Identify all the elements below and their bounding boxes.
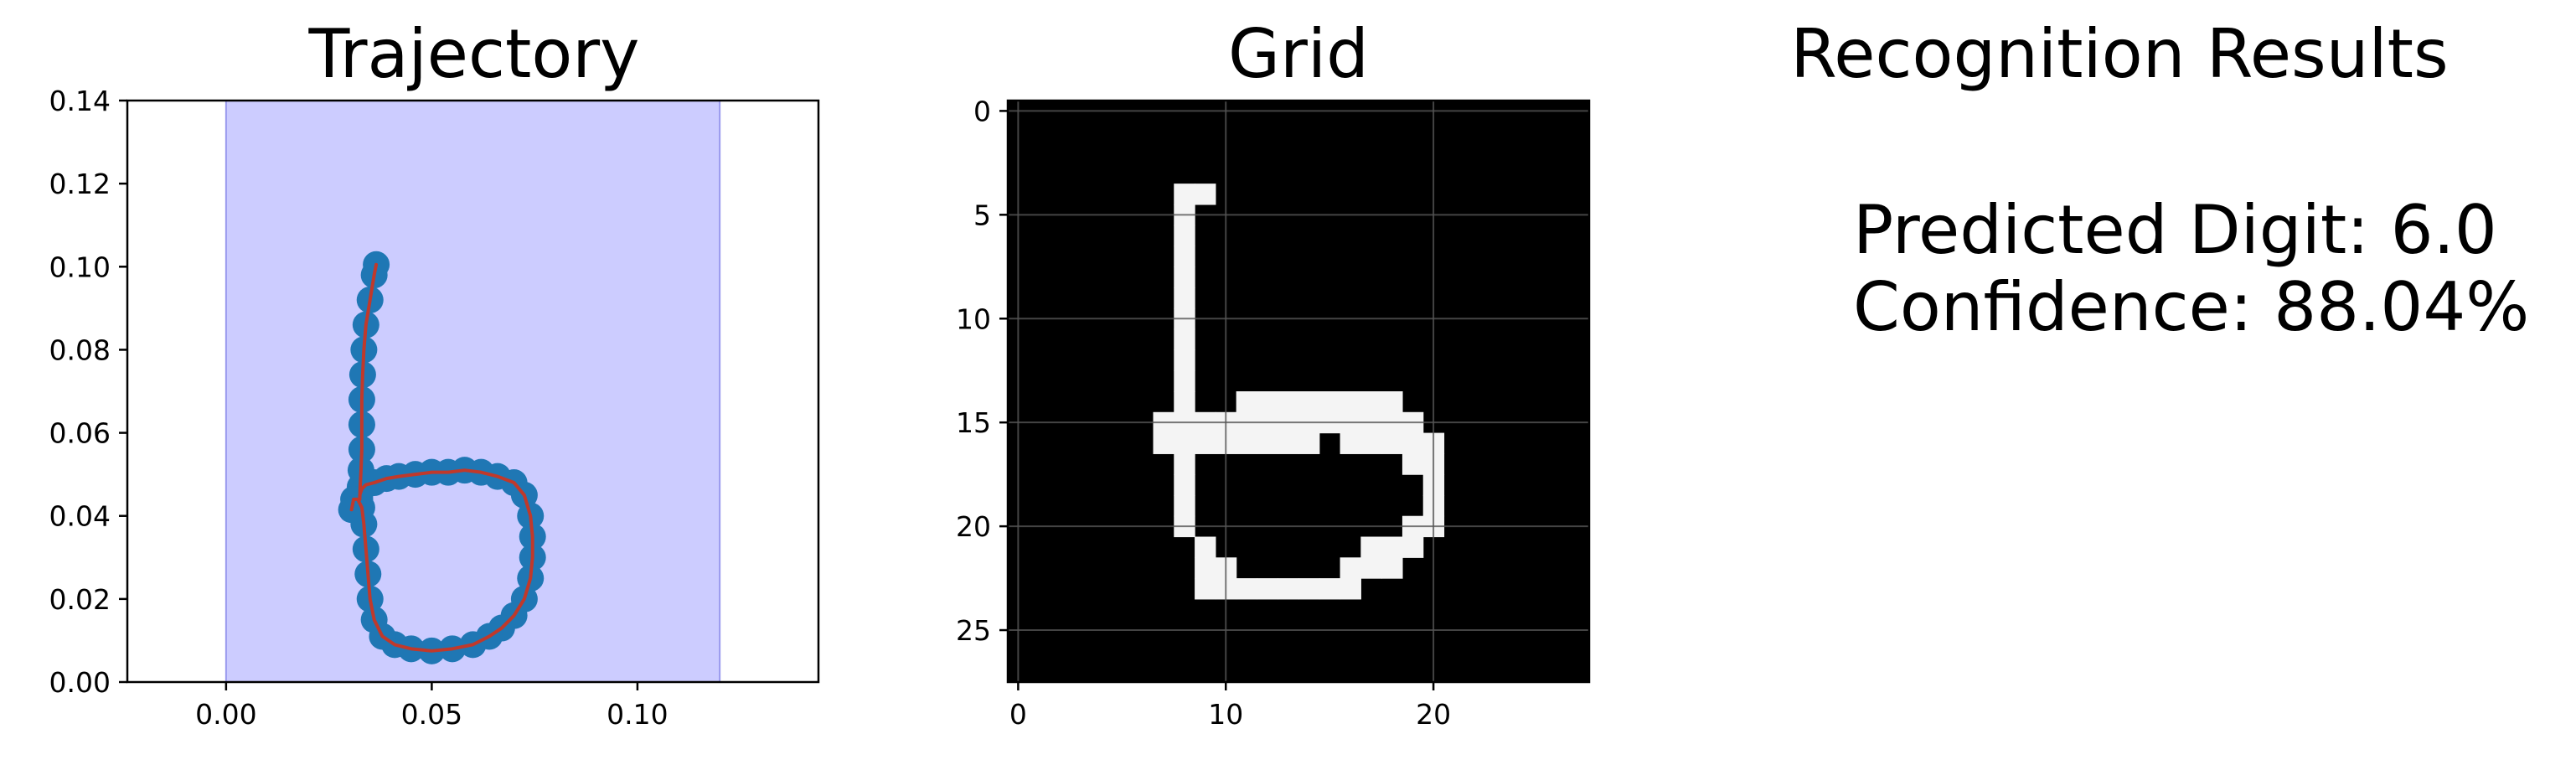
grid-cell-on (1174, 432, 1195, 454)
grid-x-tick-label: 10 (1208, 698, 1243, 731)
grid-y-tick-label: 5 (973, 199, 991, 231)
grid-cell-on (1381, 536, 1403, 558)
grid-cell-on (1340, 391, 1361, 413)
grid-y-tick-label: 0 (973, 95, 991, 127)
grid-cell-on (1278, 578, 1299, 600)
grid-cell-on (1298, 432, 1320, 454)
trajectory-panel: Trajectory 0.00 0.05 0.100.000.020.040.060… (49, 15, 820, 731)
grid-cell-on (1257, 391, 1278, 413)
grid-cell-on (1340, 578, 1361, 600)
grid-cell-on (1174, 494, 1195, 517)
grid-cell-on (1174, 474, 1195, 496)
grid-cell-on (1278, 432, 1299, 454)
y-tick-label: 0.12 (49, 168, 111, 200)
grid-cell-on (1195, 183, 1216, 205)
grid-y-tick-label: 10 (956, 302, 991, 335)
grid-cell-on (1257, 578, 1278, 600)
trajectory-title: Trajectory (308, 15, 640, 93)
grid-y-tick-label: 25 (956, 614, 991, 647)
results-title: Recognition Results (1790, 15, 2448, 93)
grid-cell-on (1402, 453, 1424, 475)
x-tick-label: 0.05 (401, 698, 462, 731)
grid-plot-area: 0 10 20 0 5 10 15 20 25 (956, 95, 1591, 731)
grid-cell-on (1340, 432, 1361, 454)
grid-cell-on (1174, 183, 1195, 205)
grid-cell-on (1381, 432, 1403, 454)
grid-panel: Grid 0 10 20 0 5 10 15 20 25 (956, 15, 1591, 731)
grid-cell-on (1174, 370, 1195, 392)
grid-cell-on (1298, 391, 1320, 413)
grid-cell-on (1236, 578, 1258, 600)
grid-cell-on (1278, 391, 1299, 413)
grid-cell-on (1174, 391, 1195, 413)
y-tick-label: 0.06 (49, 417, 111, 450)
y-tick-label: 0.14 (49, 85, 111, 117)
grid-cell-on (1195, 536, 1216, 558)
grid-cell-on (1319, 391, 1341, 413)
grid-cell-on (1236, 432, 1258, 454)
x-tick-label: 0.10 (607, 698, 668, 731)
grid-cell-on (1381, 557, 1403, 579)
grid-cell-on (1195, 578, 1216, 600)
trajectory-plot-area: 0.00 0.05 0.10 0.00 0.02 0.04 0.06 0.08 0.10 0.12… (49, 85, 820, 731)
grid-cell-on (1360, 432, 1382, 454)
grid-cell-on (1174, 453, 1195, 475)
grid-x-tick-label: 0 (1009, 698, 1027, 731)
grid-cell-on (1257, 432, 1278, 454)
grid-cell-on (1360, 557, 1382, 579)
grid-cell-on (1360, 391, 1382, 413)
grid-cell-on (1340, 557, 1361, 579)
grid-y-tick-label: 20 (956, 510, 991, 543)
grid-cell-on (1174, 328, 1195, 351)
y-tick-label: 0.10 (49, 251, 111, 283)
grid-cell-on (1360, 536, 1382, 558)
y-tick-label: 0.08 (49, 333, 111, 366)
grid-title: Grid (1228, 15, 1369, 93)
grid-cell-on (1174, 246, 1195, 267)
grid-cell-on (1381, 391, 1403, 413)
results-panel: Recognition Results Predicted Digit: 6.0… (1790, 15, 2529, 346)
grid-cell-on (1195, 557, 1216, 579)
grid-cell-on (1402, 432, 1424, 454)
grid-cell-on (1319, 578, 1341, 600)
trajectory-axes-frame (126, 99, 820, 684)
grid-cell-on (1174, 349, 1195, 371)
grid-cell-on (1174, 225, 1195, 247)
grid-cell-on (1298, 578, 1320, 600)
shaded-region (225, 100, 721, 683)
y-tick-label: 0.02 (49, 583, 111, 616)
trajectory-line (349, 262, 534, 653)
y-tick-label: 0.00 (49, 666, 111, 699)
grid-cell-on (1153, 432, 1174, 454)
x-tick-label: 0.00 (195, 698, 256, 731)
confidence-text: Confidence: 88.04% (1853, 268, 2529, 346)
grid-x-tick-label: 20 (1416, 698, 1451, 731)
grid-y-tick-label: 15 (956, 406, 991, 439)
grid-axes-frame (1006, 99, 1591, 684)
predicted-digit-text: Predicted Digit: 6.0 (1853, 191, 2497, 269)
grid-cell-on (1195, 432, 1216, 454)
grid-cell-on (1174, 287, 1195, 309)
y-tick-label: 0.04 (49, 500, 111, 533)
grid-cell-on (1402, 536, 1424, 558)
grid-cell-on (1174, 266, 1195, 288)
grid-cell-on (1236, 391, 1258, 413)
